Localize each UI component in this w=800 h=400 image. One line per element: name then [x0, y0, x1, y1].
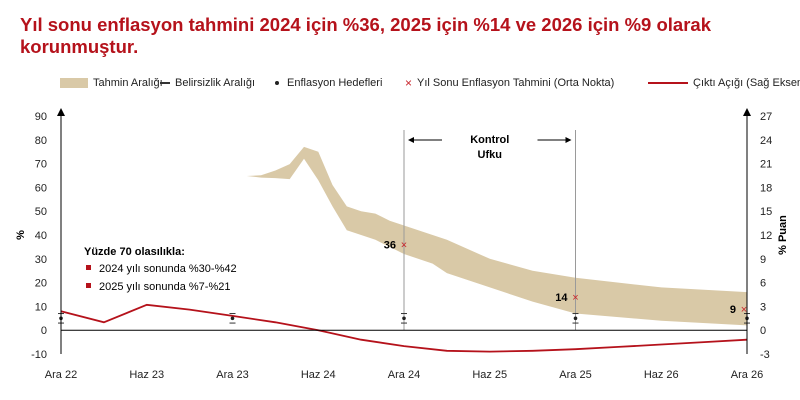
legend-swatch-forecast: ×	[405, 76, 413, 90]
target-point-3	[573, 316, 578, 321]
left-tick-label-4: 30	[35, 254, 47, 266]
legend-item-forecast: × Yıl Sonu Enflasyon Tahmini (Orta Nokta…	[405, 77, 614, 89]
right-tick-label-6: 15	[760, 206, 772, 218]
x-tick-label-1: Haz 23	[129, 369, 164, 381]
x-tick-label-6: Ara 25	[559, 369, 591, 381]
right-tick-label-7: 18	[760, 182, 772, 194]
annotation-item-0: 2024 yılı sonunda %30-%42	[99, 263, 237, 275]
legend: Tahmin Aralığı Belirsizlik Aralığı Enfla…	[60, 77, 800, 95]
legend-label-targets: Enflasyon Hedefleri	[287, 77, 383, 89]
left-tick-label-0: -10	[31, 349, 47, 361]
forecast-label-2: 9	[730, 304, 736, 316]
annotation-bullet-1	[86, 283, 91, 288]
legend-item-output-gap: Çıktı Açığı (Sağ Eksen)	[648, 77, 800, 89]
legend-swatch-output-gap	[648, 82, 688, 84]
control-arrow-left-head	[408, 137, 414, 143]
x-tick-label-4: Ara 24	[388, 369, 420, 381]
forecast-marker-1: ×	[572, 292, 578, 304]
forecast-marker-2: ×	[741, 304, 747, 316]
chart-title: Yıl sonu enflasyon tahmini 2024 için %36…	[20, 14, 711, 57]
left-tick-label-2: 10	[35, 301, 47, 313]
left-axis-arrow	[57, 108, 65, 116]
target-point-1	[230, 316, 235, 321]
left-tick-label-8: 70	[35, 159, 47, 171]
left-axis-title: %	[15, 230, 27, 240]
right-axis-arrow	[743, 108, 751, 116]
control-arrow-right-head	[565, 137, 572, 143]
legend-label-output-gap: Çıktı Açığı (Sağ Eksen)	[693, 77, 800, 89]
x-tick-label-8: Ara 26	[731, 369, 763, 381]
legend-item-band: Tahmin Aralığı	[60, 77, 163, 89]
left-tick-label-3: 20	[35, 278, 47, 290]
legend-swatch-uncertainty	[160, 82, 170, 84]
right-tick-label-10: 27	[760, 111, 772, 123]
forecast-marker-0: ×	[401, 240, 407, 252]
forecast-label-1: 14	[555, 292, 568, 304]
legend-label-band: Tahmin Aralığı	[93, 77, 163, 89]
legend-swatch-targets	[275, 81, 279, 85]
right-axis-title: % Puan	[777, 215, 789, 255]
right-tick-label-2: 3	[760, 301, 766, 313]
legend-swatch-band	[60, 78, 88, 88]
legend-item-targets: Enflasyon Hedefleri	[272, 77, 382, 89]
left-tick-label-1: 0	[41, 325, 47, 337]
left-tick-label-6: 50	[35, 206, 47, 218]
forecast-label-0: 36	[384, 240, 396, 252]
legend-label-forecast: Yıl Sonu Enflasyon Tahmini (Orta Nokta)	[417, 77, 615, 89]
right-tick-label-5: 12	[760, 230, 772, 242]
right-tick-label-9: 24	[760, 135, 772, 147]
x-tick-label-3: Haz 24	[301, 369, 336, 381]
annotation-item-1: 2025 yılı sonunda %7-%21	[99, 281, 230, 293]
x-tick-label-5: Haz 25	[472, 369, 507, 381]
legend-item-uncertainty: Belirsizlik Aralığı	[160, 77, 255, 89]
legend-label-uncertainty: Belirsizlik Aralığı	[175, 77, 256, 89]
annotation-bullet-0	[86, 265, 91, 270]
right-tick-label-3: 6	[760, 278, 766, 290]
left-tick-label-9: 80	[35, 135, 47, 147]
output-gap-line	[60, 303, 748, 353]
right-tick-label-1: 0	[760, 325, 766, 337]
left-tick-label-10: 90	[35, 111, 47, 123]
annotation-heading: Yüzde 70 olasılıkla:	[84, 246, 185, 258]
x-tick-label-0: Ara 22	[45, 369, 77, 381]
x-tick-label-2: Ara 23	[216, 369, 248, 381]
right-tick-label-8: 21	[760, 159, 772, 171]
control-label-line-2: Ufku	[478, 149, 502, 161]
target-point-2	[402, 316, 406, 321]
left-tick-label-5: 40	[35, 230, 47, 242]
right-tick-label-4: 9	[760, 254, 766, 266]
x-tick-label-7: Haz 26	[644, 369, 679, 381]
left-tick-label-7: 60	[35, 182, 47, 194]
right-tick-label-0: -3	[760, 349, 770, 361]
control-label-line-1: Kontrol	[470, 134, 509, 146]
